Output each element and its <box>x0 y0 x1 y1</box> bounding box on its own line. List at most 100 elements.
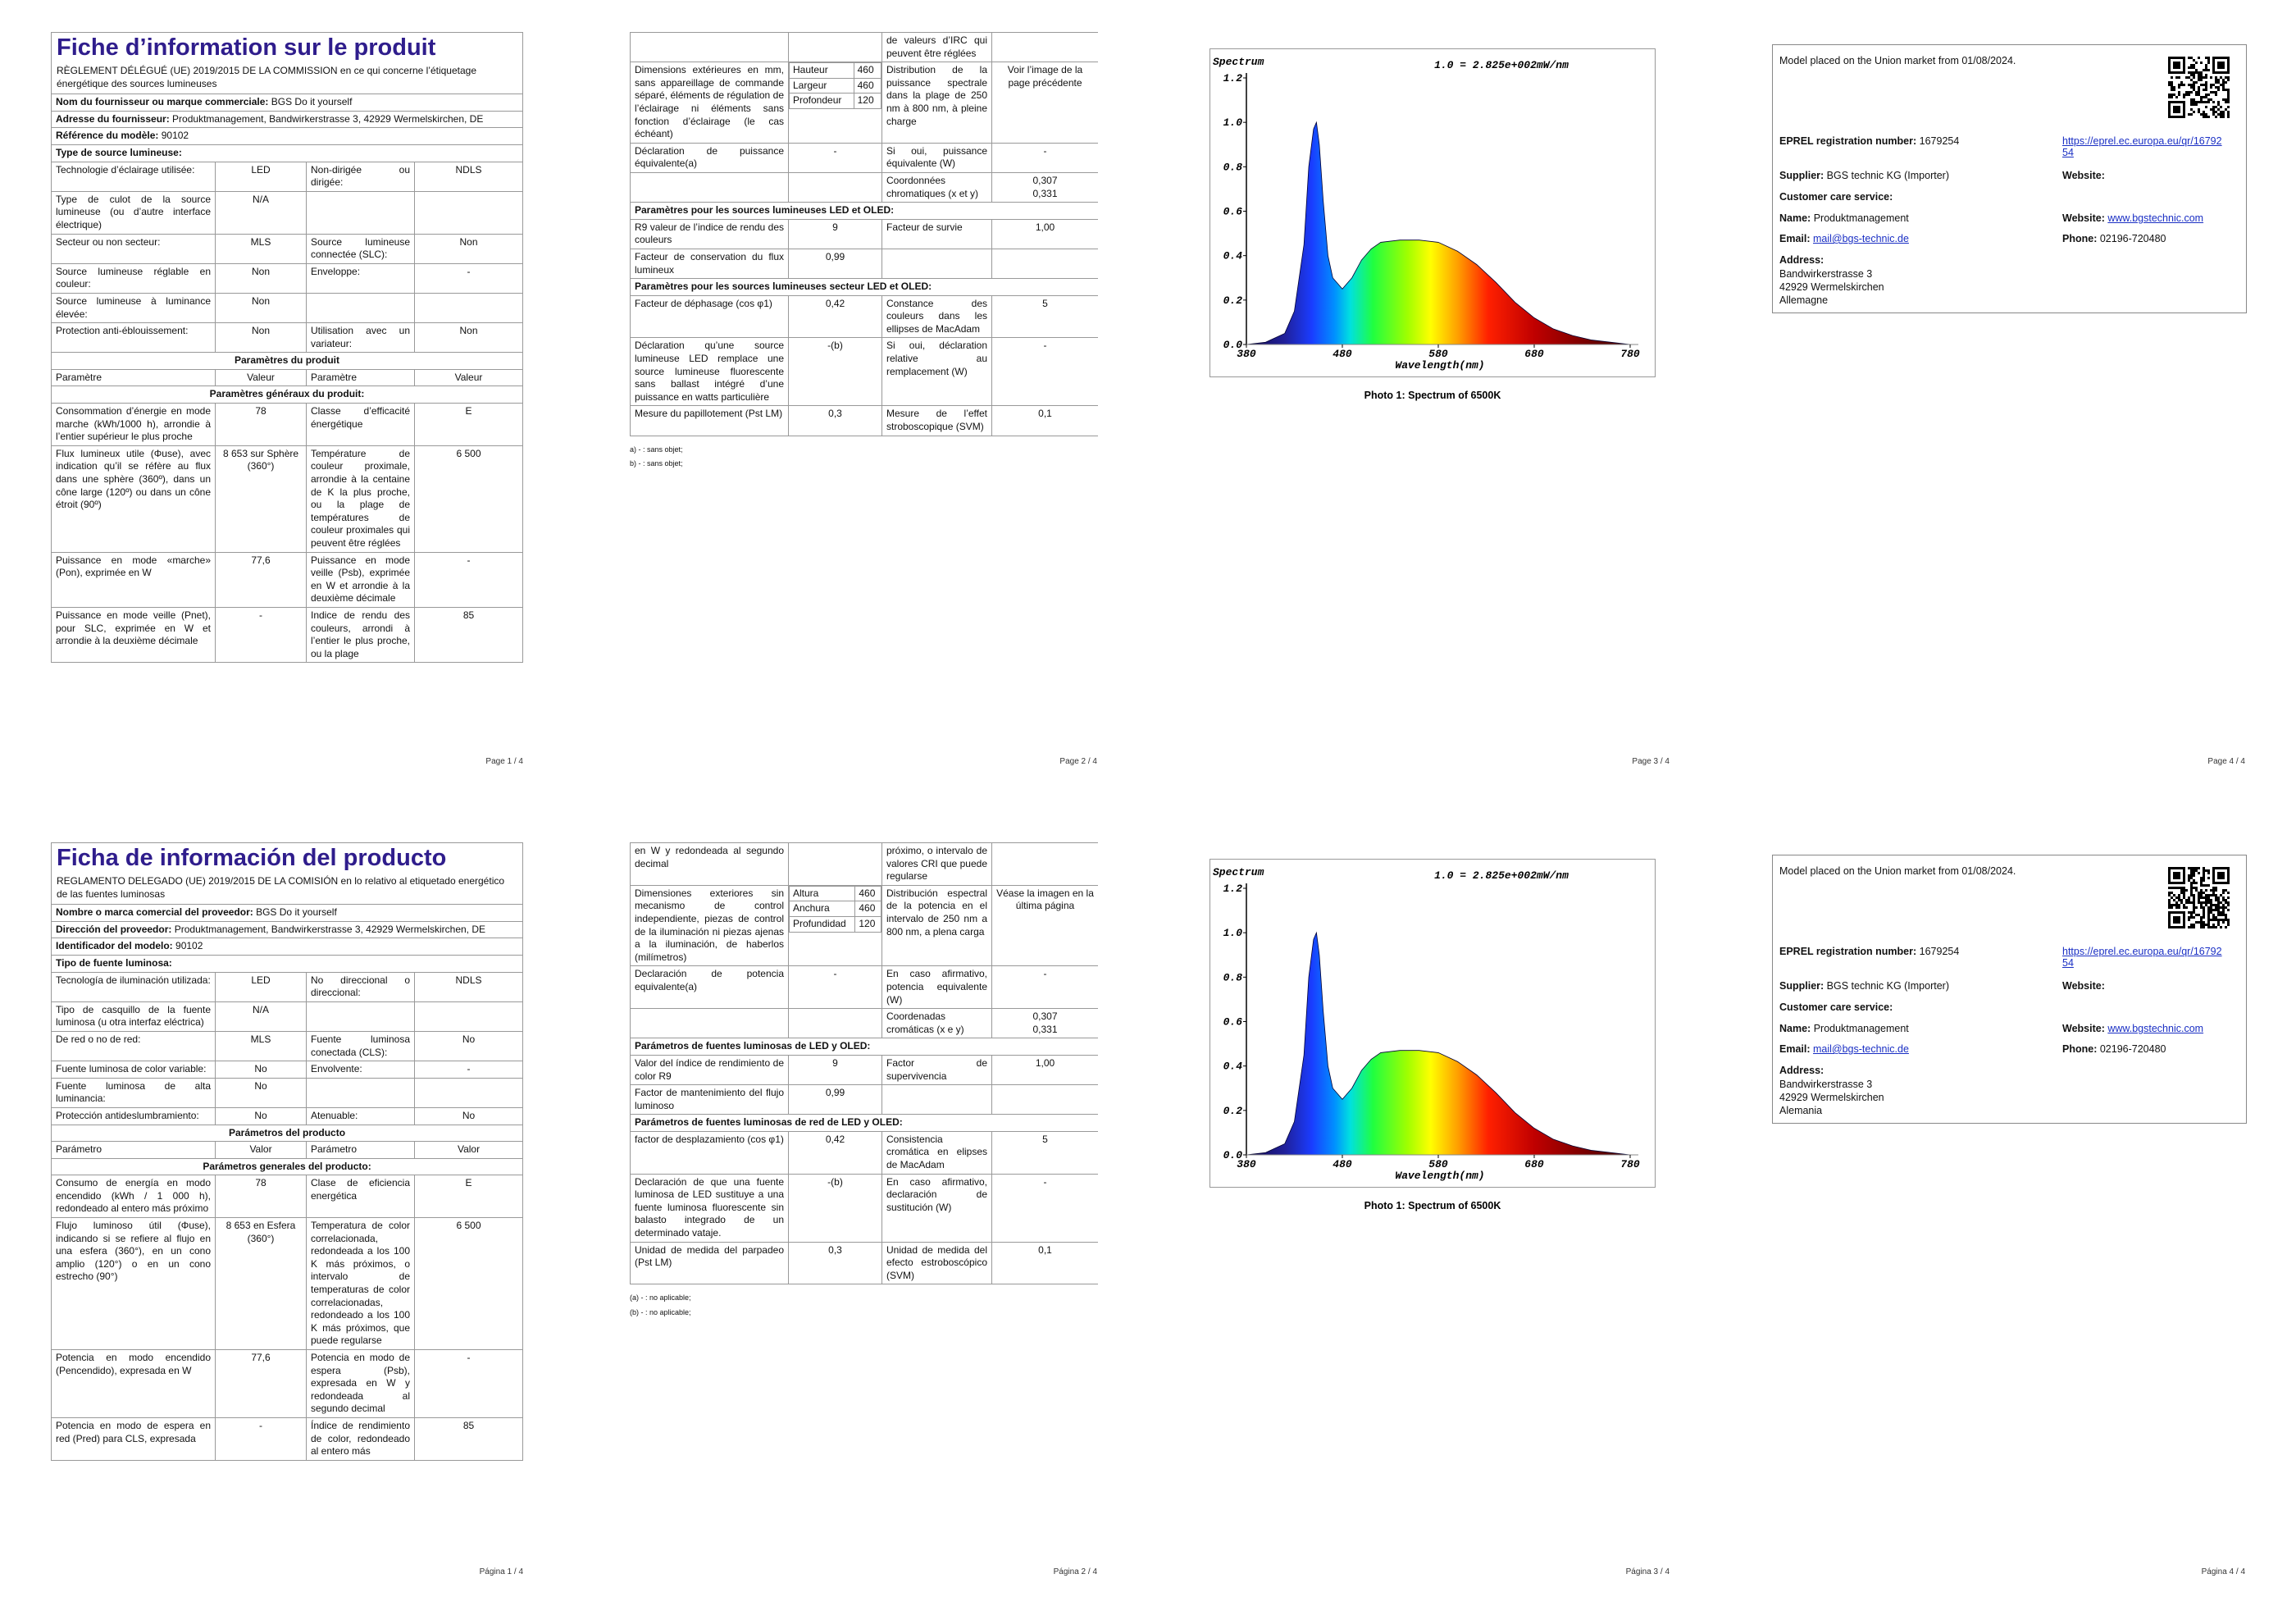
title-block: Ficha de información del producto REGLAME… <box>51 842 523 905</box>
qr-module <box>2200 896 2203 899</box>
qr-module <box>2210 911 2212 914</box>
label-cell: No direccional o direccional: <box>306 971 415 1002</box>
label-cell: Fuente luminosa de color variable: <box>51 1061 216 1079</box>
field-label: Customer care service: <box>1779 1001 1893 1013</box>
label-cell: Valor del índice de rendimiento de color… <box>630 1054 789 1086</box>
page-1: Fiche d’information sur le produit RÈGLEM… <box>51 32 523 737</box>
qr-module <box>2222 111 2225 113</box>
page-number: Page 3 / 4 <box>1632 757 1670 766</box>
label-cell: Déclaration qu’une source lumineuse LED … <box>630 337 789 407</box>
field-label: Website: <box>2062 1023 2105 1034</box>
address-line: Bandwirkerstrasse 3 <box>1779 1079 1873 1090</box>
qr-module <box>2222 889 2225 892</box>
qr-module <box>2210 91 2212 94</box>
value-cell: No <box>215 1106 307 1125</box>
qr-module <box>2207 69 2210 71</box>
qr-module <box>2220 919 2222 921</box>
qr-module <box>2190 869 2193 872</box>
info-value: BGS Do it yourself <box>256 906 337 919</box>
table-row: Unidad de medida del parpadeo (Pst LM) 0,… <box>630 1241 1098 1285</box>
dimension-row: Anchura 460 <box>788 901 882 917</box>
qr-module <box>2198 914 2200 916</box>
field-link[interactable]: mail@bgs-technic.de <box>1813 1043 1909 1055</box>
label-cell: Unidad de medida del parpadeo (Pst LM) <box>630 1241 789 1285</box>
value-cell: 0,99 <box>788 1084 882 1115</box>
value-cell: LED <box>215 161 307 192</box>
qr-module <box>2200 894 2203 896</box>
field-value: Produktmanagement <box>1813 1023 1909 1034</box>
qr-module <box>2180 899 2183 901</box>
field-label: Name: <box>1779 1023 1811 1034</box>
qr-module <box>2207 909 2210 911</box>
info-field: Email: mail@bgs-technic.de <box>1779 233 1909 244</box>
qr-module <box>2188 94 2190 96</box>
table-row: Potencia en modo de espera en red (Pred)… <box>51 1417 523 1461</box>
label-cell: Protección antideslumbramiento: <box>51 1106 216 1125</box>
label-cell: Distribución espectral de la potencia en… <box>882 884 992 967</box>
qr-module <box>2220 111 2222 113</box>
qr-module <box>2200 71 2203 74</box>
qr-finder <box>2217 62 2225 69</box>
qr-module <box>2185 76 2188 79</box>
qr-module <box>2203 901 2205 904</box>
info-row: Paramètres pour les sources lumineuses s… <box>630 278 1098 296</box>
value-cell: - <box>215 606 307 664</box>
value-cell: -(b) <box>788 337 882 407</box>
field-label: EPREL registration number: <box>1779 135 1917 147</box>
label-cell: Température de couleur proximale, arrond… <box>306 445 415 553</box>
field-link[interactable]: www.bgstechnic.com <box>2107 1023 2204 1034</box>
qr-module <box>2188 84 2190 86</box>
address-line: 42929 Wermelskirchen <box>1779 1092 1884 1103</box>
qr-module <box>2195 103 2198 106</box>
table-row: Potencia en modo encendido (Pencendido),… <box>51 1349 523 1418</box>
regulation: REGLAMENTO DELEGADO (UE) 2019/2015 DE LA… <box>57 875 505 900</box>
qr-module <box>2198 71 2200 74</box>
value-cell: Véase la imagen en la última página <box>991 884 1098 967</box>
qr-module <box>2220 106 2222 108</box>
table-row: Type de culot de la source lumineuse (ou… <box>51 190 523 235</box>
qr-module <box>2198 921 2200 924</box>
qr-module <box>2217 899 2220 901</box>
value-cell: Valor <box>215 1141 307 1159</box>
qr-module <box>2183 887 2185 889</box>
x-tick-label: 580 <box>1428 1158 1448 1170</box>
eprel-link[interactable]: https://eprel.ec.europa.eu/qr/1679254 <box>2062 135 2222 158</box>
value-cell: 78 <box>215 403 307 446</box>
qr-finder <box>2217 872 2225 879</box>
qr-module <box>2193 896 2195 899</box>
qr-module <box>2193 89 2195 91</box>
qr-module <box>2175 887 2178 889</box>
label-cell: Source lumineuse à luminance élevée: <box>51 292 216 324</box>
field-link[interactable]: www.bgstechnic.com <box>2107 212 2204 224</box>
qr-module <box>2227 909 2230 911</box>
dimension-row: Profundidad 120 <box>788 915 882 933</box>
label-cell: Mesure du papillotement (Pst LM) <box>630 405 789 436</box>
qr-module <box>2203 101 2205 103</box>
value-cell: NDLS <box>413 971 523 1002</box>
qr-wrap <box>2168 57 2230 121</box>
qr-module <box>2178 76 2180 79</box>
qr-module <box>2222 113 2225 116</box>
x-tick-label: 580 <box>1428 348 1448 360</box>
qr-module <box>2190 108 2193 111</box>
qr-module <box>2203 867 2205 869</box>
qr-module <box>2195 69 2198 71</box>
qr-module <box>2198 892 2200 894</box>
qr-module <box>2207 914 2210 916</box>
qr-module <box>2190 911 2193 914</box>
qr-module <box>2178 94 2180 96</box>
field-link[interactable]: mail@bgs-technic.de <box>1813 233 1909 244</box>
qr-module <box>2190 887 2193 889</box>
qr-module <box>2227 76 2230 79</box>
dimension-label: Profondeur <box>789 93 854 109</box>
qr-module <box>2178 904 2180 906</box>
qr-module <box>2222 914 2225 916</box>
qr-module <box>2193 911 2195 914</box>
qr-module <box>2205 869 2207 872</box>
table-row: Facteur de déphasage (cos φ1) 0,42 Constan… <box>630 294 1098 339</box>
qr-module <box>2198 74 2200 76</box>
eprel-link[interactable]: https://eprel.ec.europa.eu/qr/1679254 <box>2062 946 2222 969</box>
qr-module <box>2217 101 2220 103</box>
spectrum-chart: Spectrum 1.0 = 2.825e+002mW/nm 0.0 0.2 0.4 0.… <box>1210 48 1656 401</box>
qr-module <box>2222 904 2225 906</box>
